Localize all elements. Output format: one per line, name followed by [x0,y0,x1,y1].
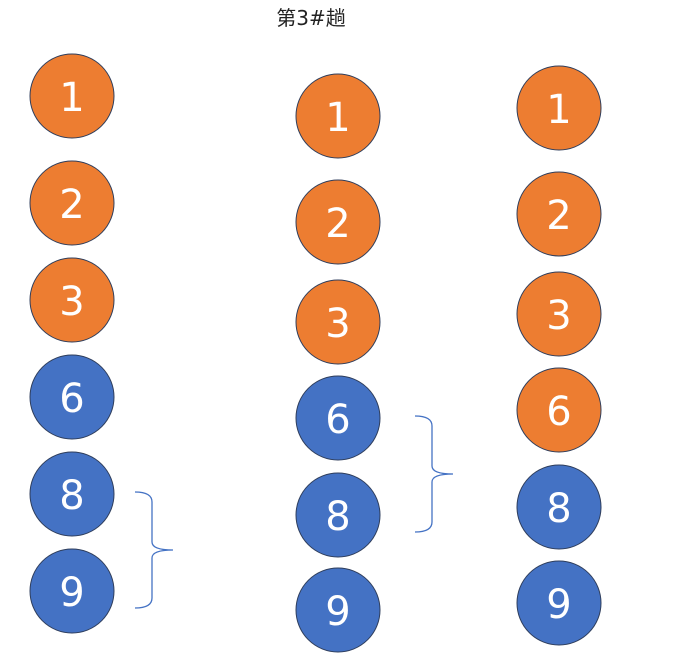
ball-columns: 1 2 3 6 8 9 1 2 3 6 8 9 1 2 3 6 8 9 [29,53,602,653]
ball-label: 6 [546,389,571,435]
column-3: 1 2 3 6 8 9 [516,65,602,646]
ball-label: 3 [546,293,571,339]
ball-label: 1 [59,75,84,121]
curly-brace-bracket [414,415,454,533]
ball-6-blue [29,354,115,440]
ball-label: 2 [546,193,571,239]
ball-label: 2 [325,201,350,247]
ball-label: 6 [59,376,84,422]
ball-8-blue [29,451,115,537]
ball-label: 8 [325,494,350,540]
ball-label: 3 [59,279,84,325]
ball-label: 9 [546,582,571,628]
column-2: 1 2 3 6 8 9 [295,73,454,653]
ball-label: 6 [325,397,350,443]
ball-label: 8 [546,486,571,532]
ball-2-orange [516,171,602,257]
ball-9-blue [295,567,381,653]
ball-label: 2 [59,182,84,228]
ball-1-orange [295,73,381,159]
ball-1-orange [516,65,602,151]
column-1: 1 2 3 6 8 9 [29,53,174,634]
ball-9-blue [516,560,602,646]
ball-2-orange [29,160,115,246]
ball-2-orange [295,179,381,265]
curly-brace-bracket [134,491,174,609]
ball-3-orange [516,271,602,357]
ball-label: 1 [546,87,571,133]
ball-1-orange [29,53,115,139]
ball-8-blue [516,464,602,550]
ball-6-orange [516,367,602,453]
ball-label: 9 [59,570,84,616]
ball-6-blue [295,375,381,461]
ball-3-orange [29,257,115,343]
ball-label: 3 [325,301,350,347]
ball-label: 9 [325,589,350,635]
diagram-title: 第3#趟 [276,6,345,30]
ball-3-orange [295,279,381,365]
ball-8-blue [295,472,381,558]
ball-label: 1 [325,95,350,141]
ball-label: 8 [59,473,84,519]
ball-9-blue [29,548,115,634]
